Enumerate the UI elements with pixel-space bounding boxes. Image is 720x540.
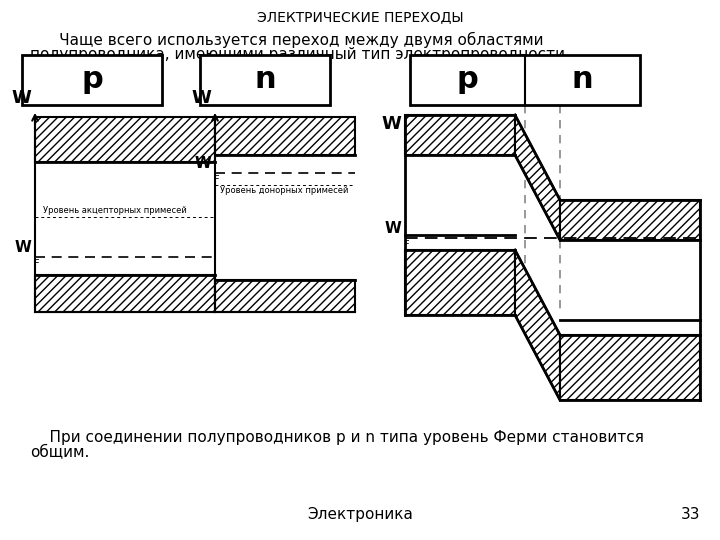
Text: W: W bbox=[191, 89, 211, 107]
Bar bbox=[35, 117, 215, 162]
Bar bbox=[405, 250, 515, 315]
Text: W: W bbox=[384, 221, 401, 236]
Text: общим.: общим. bbox=[30, 445, 89, 460]
Text: W: W bbox=[11, 89, 31, 107]
Text: При соединении полупроводников p и n типа уровень Ферми становится: При соединении полупроводников p и n тип… bbox=[30, 430, 644, 445]
Text: W: W bbox=[381, 115, 401, 133]
Bar bbox=[215, 280, 355, 312]
Bar bbox=[410, 55, 640, 105]
Text: F: F bbox=[404, 240, 410, 250]
Bar bbox=[215, 117, 355, 155]
Text: W: W bbox=[194, 156, 211, 171]
Text: F: F bbox=[34, 259, 40, 269]
Text: n: n bbox=[254, 65, 276, 94]
Text: F: F bbox=[214, 175, 220, 185]
Text: ЭЛЕКТРИЧЕСКИЕ ПЕРЕХОДЫ: ЭЛЕКТРИЧЕСКИЕ ПЕРЕХОДЫ bbox=[257, 10, 463, 24]
Polygon shape bbox=[515, 115, 560, 240]
Text: Уровень акцепторных примесей: Уровень акцепторных примесей bbox=[43, 206, 186, 215]
Text: 33: 33 bbox=[680, 507, 700, 522]
Text: n: n bbox=[572, 65, 593, 94]
Text: Чаще всего используется переход между двумя областями: Чаще всего используется переход между дв… bbox=[30, 32, 544, 48]
Text: Уровень донорных примесей: Уровень донорных примесей bbox=[220, 186, 348, 195]
Bar bbox=[560, 200, 700, 240]
Bar bbox=[22, 55, 162, 105]
Text: p: p bbox=[456, 65, 478, 94]
Text: W: W bbox=[14, 240, 31, 255]
Bar bbox=[405, 115, 515, 155]
Text: Электроника: Электроника bbox=[307, 507, 413, 522]
Bar bbox=[560, 335, 700, 400]
Text: p: p bbox=[81, 65, 103, 94]
Bar bbox=[35, 275, 215, 312]
Text: полупроводника, имеющими различный тип электропроводности.: полупроводника, имеющими различный тип э… bbox=[30, 47, 570, 62]
Polygon shape bbox=[515, 250, 560, 400]
Bar bbox=[200, 55, 330, 105]
